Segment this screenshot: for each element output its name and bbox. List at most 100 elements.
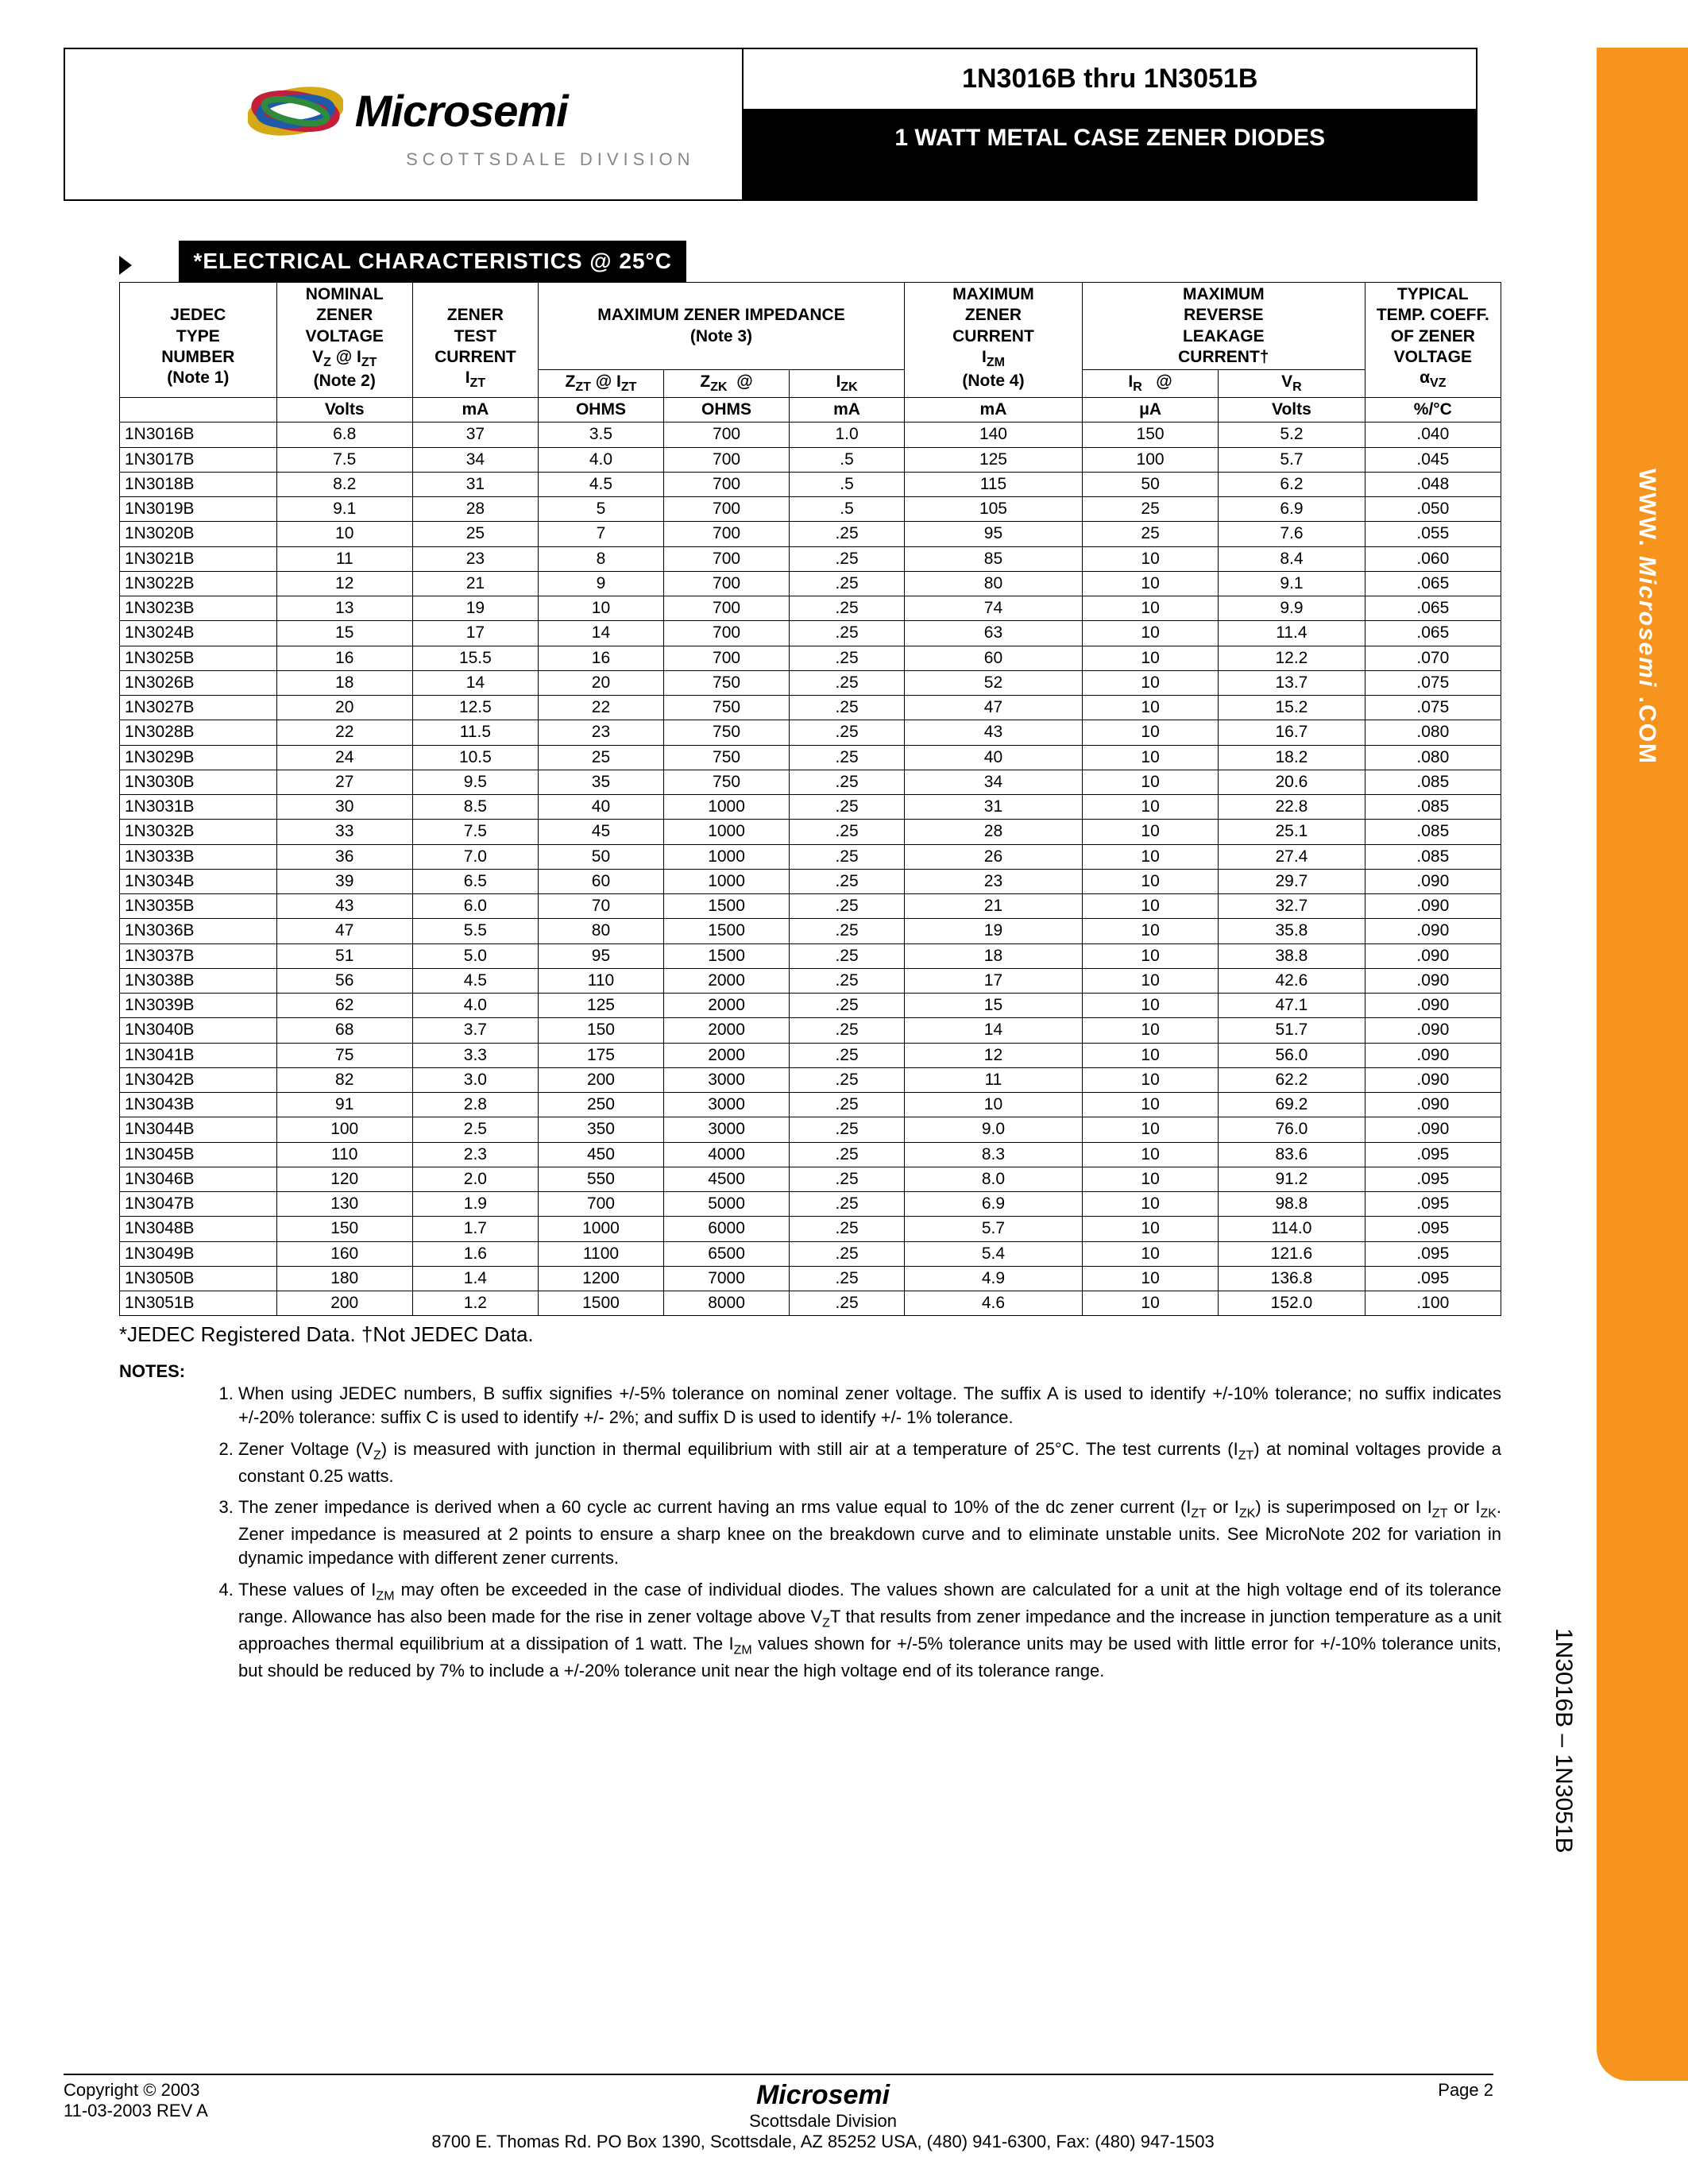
th-sub: IZK (790, 370, 905, 398)
table-cell: 83.6 (1219, 1142, 1365, 1167)
table-cell: 85 (905, 546, 1083, 571)
table-cell: 1N3028B (120, 720, 277, 745)
table-cell: 150 (276, 1217, 412, 1241)
notes-list: When using JEDEC numbers, B suffix signi… (119, 1382, 1501, 1682)
table-cell: 250 (538, 1093, 663, 1117)
table-cell: 1000 (664, 820, 790, 844)
table-cell: 7000 (664, 1266, 790, 1291)
table-cell: 750 (664, 745, 790, 770)
table-cell: 1.0 (790, 423, 905, 447)
table-cell: 2.3 (412, 1142, 538, 1167)
table-cell: 700 (664, 472, 790, 496)
table-cell: 140 (905, 423, 1083, 447)
table-cell: 10 (905, 1093, 1083, 1117)
table-cell: 28 (905, 820, 1083, 844)
table-cell: .25 (790, 1291, 905, 1316)
table-cell: 2.0 (412, 1167, 538, 1191)
logo-text: Microsemi (355, 85, 568, 137)
table-cell: 42.6 (1219, 968, 1365, 993)
table-cell: 1N3046B (120, 1167, 277, 1191)
table-cell: 10 (1082, 1117, 1218, 1142)
table-cell: 9.1 (1219, 571, 1365, 596)
table-cell: .060 (1365, 546, 1501, 571)
table-cell: 70 (538, 894, 663, 919)
table-cell: .25 (790, 1192, 905, 1217)
table-cell: 6.5 (412, 869, 538, 893)
table-cell: 114.0 (1219, 1217, 1365, 1241)
table-cell: 10 (1082, 720, 1218, 745)
table-cell: 95 (905, 522, 1083, 546)
footer-address: 8700 E. Thomas Rd. PO Box 1390, Scottsda… (208, 2132, 1438, 2152)
table-cell: 2.5 (412, 1117, 538, 1142)
table-cell: 1N3038B (120, 968, 277, 993)
table-cell: 1N3034B (120, 869, 277, 893)
table-cell: 700 (664, 497, 790, 522)
table-cell: 40 (905, 745, 1083, 770)
table-cell: 10 (1082, 1067, 1218, 1092)
table-cell: 32.7 (1219, 894, 1365, 919)
table-cell: .080 (1365, 745, 1501, 770)
table-cell: 125 (538, 994, 663, 1018)
table-cell: .090 (1365, 1043, 1501, 1067)
table-cell: 4.0 (538, 447, 663, 472)
unit-cell: mA (412, 398, 538, 423)
note-item: When using JEDEC numbers, B suffix signi… (238, 1382, 1501, 1429)
table-row: 1N3050B1801.412007000.254.910136.8.095 (120, 1266, 1501, 1291)
table-cell: .065 (1365, 571, 1501, 596)
table-row: 1N3016B6.8373.57001.01401505.2.040 (120, 423, 1501, 447)
table-cell: .095 (1365, 1167, 1501, 1191)
table-cell: 25.1 (1219, 820, 1365, 844)
table-cell: 25 (1082, 522, 1218, 546)
table-cell: 1500 (538, 1291, 663, 1316)
table-cell: 45 (538, 820, 663, 844)
table-cell: 1000 (664, 869, 790, 893)
table-cell: 60 (538, 869, 663, 893)
table-cell: 2000 (664, 1043, 790, 1067)
copyright: Copyright © 2003 (64, 2080, 208, 2101)
section-arrow-icon (119, 256, 132, 275)
table-cell: .25 (790, 968, 905, 993)
table-row: 1N3031B308.5401000.25311022.8.085 (120, 795, 1501, 820)
table-cell: .25 (790, 621, 905, 646)
table-cell: .075 (1365, 670, 1501, 695)
th-sub: MAXIMUMZENERCURRENTIZM(Note 4) (905, 283, 1083, 398)
table-cell: 5.4 (905, 1241, 1083, 1266)
table-cell: 25 (1082, 497, 1218, 522)
table-cell: 56 (276, 968, 412, 993)
table-cell: 1N3026B (120, 670, 277, 695)
table-cell: 15.5 (412, 646, 538, 670)
table-cell: 750 (664, 670, 790, 695)
table-cell: 20 (276, 696, 412, 720)
table-cell: 1N3020B (120, 522, 277, 546)
table-cell: 100 (1082, 447, 1218, 472)
section-title: *ELECTRICAL CHARACTERISTICS @ 25°C (179, 241, 686, 282)
table-cell: 10 (1082, 1093, 1218, 1117)
table-cell: 700 (664, 522, 790, 546)
table-cell: 10 (276, 522, 412, 546)
table-cell: 40 (538, 795, 663, 820)
table-cell: 39 (276, 869, 412, 893)
table-cell: 160 (276, 1241, 412, 1266)
section-row: *ELECTRICAL CHARACTERISTICS @ 25°C (119, 241, 1477, 282)
table-row: 1N3019B9.1285700.5105256.9.050 (120, 497, 1501, 522)
table-cell: .070 (1365, 646, 1501, 670)
table-cell: .25 (790, 1117, 905, 1142)
table-cell: 8000 (664, 1291, 790, 1316)
table-cell: 36 (276, 844, 412, 869)
table-cell: .25 (790, 869, 905, 893)
table-cell: 9.9 (1219, 596, 1365, 621)
page: Microsemi SCOTTSDALE DIVISION 1N3016B th… (0, 0, 1541, 2184)
table-row: 1N3039B624.01252000.25151047.1.090 (120, 994, 1501, 1018)
table-cell: 10 (1082, 1266, 1218, 1291)
table-cell: 80 (538, 919, 663, 943)
table-row: 1N3048B1501.710006000.255.710114.0.095 (120, 1217, 1501, 1241)
table-cell: 8.5 (412, 795, 538, 820)
table-row: 1N3044B1002.53503000.259.01076.0.090 (120, 1117, 1501, 1142)
table-cell: 9.0 (905, 1117, 1083, 1142)
table-cell: 98.8 (1219, 1192, 1365, 1217)
table-cell: 1N3039B (120, 994, 277, 1018)
table-cell: 10 (1082, 919, 1218, 943)
table-cell: 15.2 (1219, 696, 1365, 720)
table-cell: 69.2 (1219, 1093, 1365, 1117)
table-cell: 1100 (538, 1241, 663, 1266)
